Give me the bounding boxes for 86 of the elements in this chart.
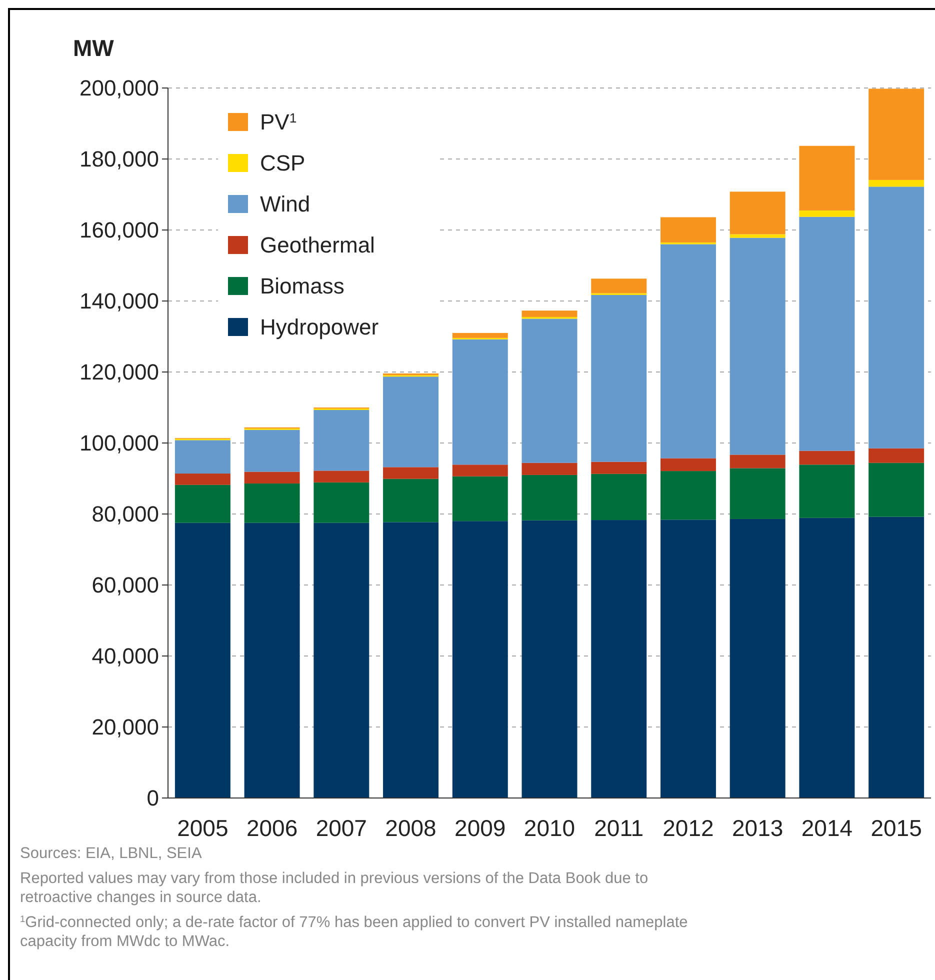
y-tick-label: 200,000: [79, 76, 159, 101]
bar: [383, 376, 439, 468]
x-tick-label: 2006: [246, 815, 298, 841]
bar: [660, 458, 716, 472]
x-tick-label: 2012: [662, 815, 714, 841]
bar: [660, 217, 716, 242]
bar: [591, 520, 647, 798]
x-tick-label: 2009: [454, 815, 506, 841]
y-tick-label: 60,000: [92, 572, 159, 598]
bar: [174, 522, 230, 798]
y-tick-label: 20,000: [92, 714, 159, 740]
y-tick-label: 140,000: [79, 288, 159, 314]
bar: [314, 522, 370, 798]
x-tick-label: 2005: [177, 815, 228, 841]
bar: [730, 454, 786, 468]
bar: [383, 478, 439, 522]
y-axis-title: MW: [73, 35, 114, 61]
bar: [868, 462, 924, 517]
y-tick-label: 40,000: [92, 644, 159, 669]
bar: [522, 310, 578, 317]
bar: [522, 318, 578, 463]
x-tick-label: 2007: [316, 815, 367, 841]
bar: [244, 483, 300, 523]
bar: [383, 467, 439, 479]
text: $^{1}$Grid-connected only; a de-rate factor of 77% has been applied to convert PV installed nameplate capacity from MWdc to MWac.: [20, 914, 688, 950]
bar: [522, 520, 578, 798]
bar: [868, 88, 924, 180]
bar: [868, 180, 924, 187]
bar: [174, 440, 230, 474]
bar: [799, 146, 855, 210]
y-tick-label: 180,000: [79, 146, 159, 172]
x-tick-label: 2010: [524, 815, 576, 841]
bar: [452, 332, 508, 338]
bar: [452, 464, 508, 476]
legend-label: Hydropower: [260, 314, 379, 340]
bar: [314, 470, 370, 482]
bar: [868, 448, 924, 463]
bar: [799, 210, 855, 217]
bar: [314, 482, 370, 523]
x-tick-label: 2015: [870, 815, 922, 841]
bar: [522, 474, 578, 520]
y-tick-label: 0: [146, 786, 159, 811]
bar: [591, 462, 647, 474]
bar: [868, 516, 924, 798]
bar: [522, 462, 578, 475]
bar: [730, 238, 786, 455]
bar: [452, 521, 508, 798]
bar: [730, 468, 786, 519]
y-tick-label: 120,000: [79, 360, 159, 385]
y-tick-label: 80,000: [92, 502, 159, 527]
bar: [591, 294, 647, 462]
bar: [868, 186, 924, 448]
bar: [244, 522, 300, 798]
bar: [730, 518, 786, 798]
bar: [799, 216, 855, 451]
bar: [799, 464, 855, 518]
legend-label: PV$^{1}$: [260, 110, 297, 135]
x-tick-label: 2013: [732, 815, 784, 841]
y-tick-label: 160,000: [79, 218, 159, 243]
bar: [174, 474, 230, 485]
bar: [244, 472, 300, 484]
bar: [660, 471, 716, 520]
bar: [660, 520, 716, 798]
bar: [383, 522, 439, 798]
bar: [591, 474, 647, 520]
source-note: Sources: EIA, LBNL, SEIA: [20, 845, 202, 862]
bar: [730, 192, 786, 234]
bar: [174, 484, 230, 523]
bar: [799, 450, 855, 465]
legend-label: CSP: [260, 150, 306, 176]
bar: [591, 278, 647, 294]
bar: [452, 476, 508, 522]
y-tick-label: 100,000: [79, 430, 159, 456]
bar: [730, 234, 786, 238]
x-tick-label: 2011: [594, 815, 644, 841]
bar: [244, 430, 300, 472]
x-tick-label: 2008: [385, 815, 436, 841]
bar: [314, 410, 370, 471]
bar: [660, 244, 716, 458]
x-tick-label: 2014: [801, 815, 853, 841]
legend-label: Geothermal: [260, 232, 375, 258]
bar: [452, 339, 508, 465]
bar: [799, 518, 855, 798]
legend-label: Biomass: [260, 274, 344, 299]
legend-label: Wind: [260, 192, 310, 217]
text: Reported values may vary from those included in previous versions of the Data Book due to retroactive changes in source data.: [20, 870, 648, 906]
